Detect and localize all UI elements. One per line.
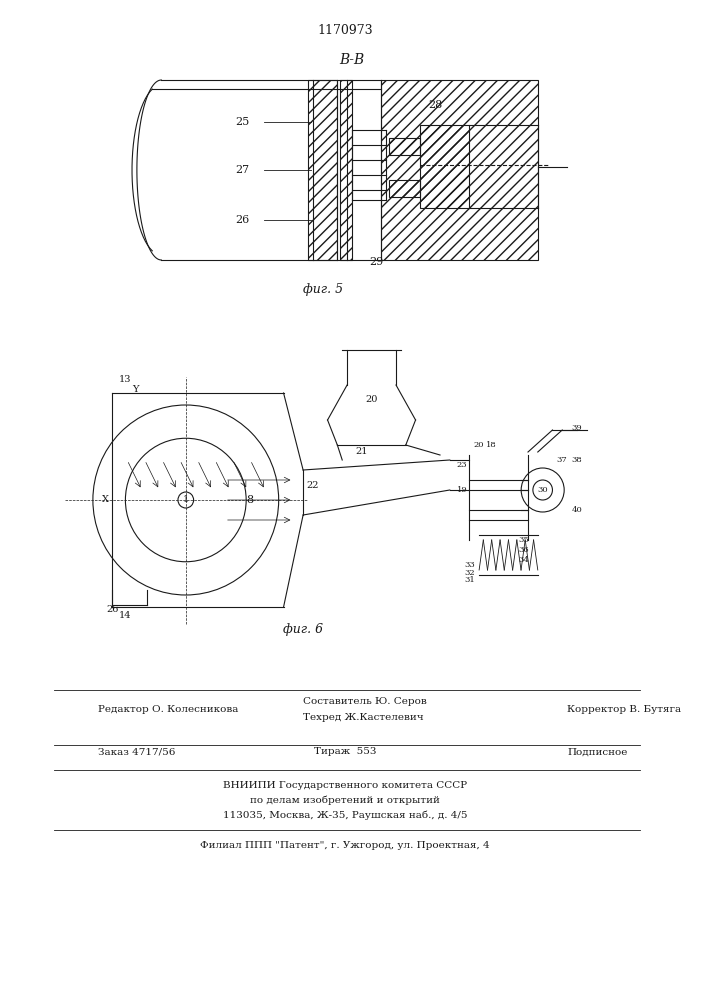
Text: 20: 20 (366, 395, 378, 404)
Text: 37: 37 (557, 456, 568, 464)
Text: 27: 27 (235, 165, 250, 175)
Text: 13: 13 (119, 375, 132, 384)
Text: Y: Y (132, 385, 138, 394)
Text: 38: 38 (571, 456, 583, 464)
Text: 23: 23 (457, 461, 467, 469)
Text: Составитель Ю. Серов: Составитель Ю. Серов (303, 698, 427, 706)
Text: 1: 1 (182, 495, 189, 504)
Text: 33: 33 (464, 561, 475, 569)
Text: 14: 14 (119, 610, 132, 619)
Text: 19: 19 (457, 486, 467, 494)
Text: X: X (102, 495, 109, 504)
Text: 34: 34 (519, 556, 530, 564)
Text: 18: 18 (486, 441, 497, 449)
Text: Редактор О. Колесникова: Редактор О. Колесникова (98, 706, 238, 714)
Text: ВНИИПИ Государственного комитета СССР: ВНИИПИ Государственного комитета СССР (223, 780, 467, 790)
Text: В-В: В-В (339, 53, 365, 67)
Text: 28: 28 (428, 100, 443, 110)
Text: Подписное: Подписное (567, 748, 628, 756)
Text: 1170973: 1170973 (317, 23, 373, 36)
Text: Тираж  553: Тираж 553 (314, 748, 376, 756)
Text: 29: 29 (369, 257, 384, 267)
Text: 22: 22 (307, 481, 319, 489)
Text: Заказ 4717/56: Заказ 4717/56 (98, 748, 175, 756)
Text: 36: 36 (519, 546, 530, 554)
Text: 30: 30 (537, 486, 548, 494)
Text: 25: 25 (235, 117, 250, 127)
Text: 32: 32 (464, 569, 475, 577)
Text: Корректор В. Бутяга: Корректор В. Бутяга (567, 706, 682, 714)
Text: Филиал ППП "Патент", г. Ужгород, ул. Проектная, 4: Филиал ППП "Патент", г. Ужгород, ул. Про… (200, 840, 490, 850)
Text: 39: 39 (571, 424, 583, 432)
Text: 21: 21 (356, 448, 368, 456)
Text: 113035, Москва, Ж-35, Раушская наб., д. 4/5: 113035, Москва, Ж-35, Раушская наб., д. … (223, 810, 467, 820)
Text: 26: 26 (106, 605, 119, 614)
Text: 31: 31 (464, 576, 475, 584)
Text: фиг. 6: фиг. 6 (283, 624, 323, 637)
Text: фиг. 5: фиг. 5 (303, 284, 343, 296)
Text: 8: 8 (246, 495, 253, 505)
Text: Техред Ж.Кастелевич: Техред Ж.Кастелевич (303, 714, 423, 722)
Text: 40: 40 (571, 506, 583, 514)
Text: 35: 35 (519, 536, 530, 544)
Text: по делам изобретений и открытий: по делам изобретений и открытий (250, 795, 440, 805)
Text: 26: 26 (235, 215, 250, 225)
Text: 20: 20 (474, 441, 484, 449)
